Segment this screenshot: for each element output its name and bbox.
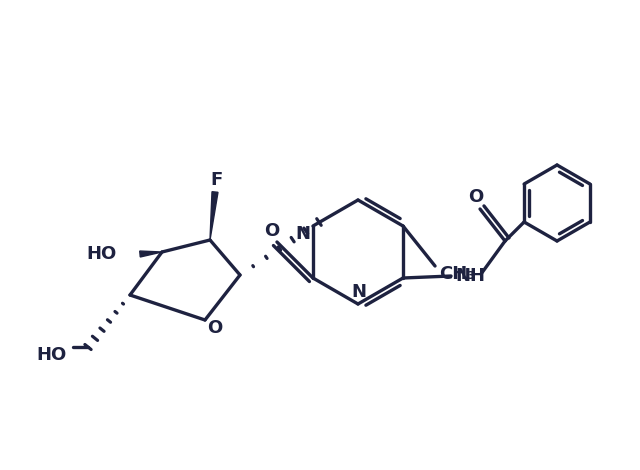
Text: CH₃: CH₃ [439,265,475,283]
Text: N: N [351,283,367,301]
Polygon shape [210,192,218,240]
Text: NH: NH [455,267,485,285]
Text: HO: HO [87,245,117,263]
Text: O: O [207,319,223,337]
Text: O: O [468,188,484,206]
Text: HO: HO [36,346,66,364]
Polygon shape [140,251,162,257]
Text: N: N [296,225,310,243]
Text: F: F [211,171,223,189]
Text: O: O [264,222,280,240]
